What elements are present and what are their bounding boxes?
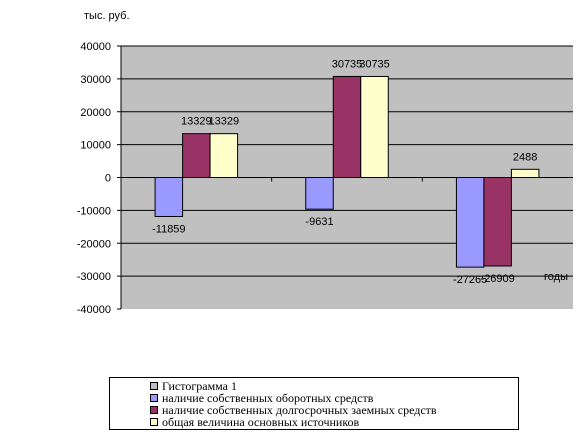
bar (154, 177, 184, 217)
legend-swatch-series-3 (150, 418, 158, 426)
bar (332, 75, 362, 178)
y-tick-label: 40000 (80, 41, 111, 53)
bar (209, 133, 239, 178)
legend-label-series-2: наличие собственных долгосрочных заемных… (162, 403, 437, 417)
y-tick-label: -40000 (77, 304, 111, 316)
legend-label-series-3: общая величина основных источников (162, 415, 360, 429)
legend-swatch-series-2 (150, 406, 158, 414)
data-label: 2488 (513, 151, 537, 163)
y-tick-label: 10000 (80, 140, 111, 152)
data-label: -27265 (453, 274, 487, 286)
data-label: -9631 (305, 216, 333, 228)
legend-item-series-3: общая величина основных источников (150, 416, 518, 428)
chart-legend: Гистограмма 1 наличие собственных оборот… (109, 377, 519, 430)
legend-item-series-2: наличие собственных долгосрочных заемных… (150, 404, 518, 416)
x-axis-title: годы (544, 271, 568, 283)
legend-swatch-series-1 (150, 394, 158, 402)
legend-label-histogram: Гистограмма 1 (162, 379, 237, 393)
y-tick-label: 30000 (80, 74, 111, 86)
bar (182, 133, 211, 178)
y-tick-label: 0 (105, 173, 111, 185)
data-label: 30735 (332, 58, 363, 70)
bar (305, 177, 334, 210)
data-label: -26909 (481, 273, 515, 285)
legend-label-series-1: наличие собственных оборотных средств (162, 391, 374, 405)
y-tick-label: -30000 (77, 271, 111, 283)
y-axis-unit-label: тыс. руб. (84, 10, 130, 22)
bar (510, 168, 540, 178)
data-label: 13329 (181, 116, 212, 128)
data-label: 13329 (209, 116, 240, 128)
bar (360, 75, 389, 178)
bar (483, 177, 512, 267)
data-label: -11859 (152, 223, 185, 235)
y-tick-label: -10000 (77, 205, 111, 217)
data-label: 30735 (359, 58, 390, 70)
y-tick-label: -20000 (77, 238, 111, 250)
y-tick-label: 20000 (80, 107, 111, 119)
legend-swatch-histogram (150, 382, 158, 390)
bar (455, 177, 485, 268)
legend-item-series-1: наличие собственных оборотных средств (150, 392, 518, 404)
legend-item-histogram: Гистограмма 1 (150, 380, 518, 392)
